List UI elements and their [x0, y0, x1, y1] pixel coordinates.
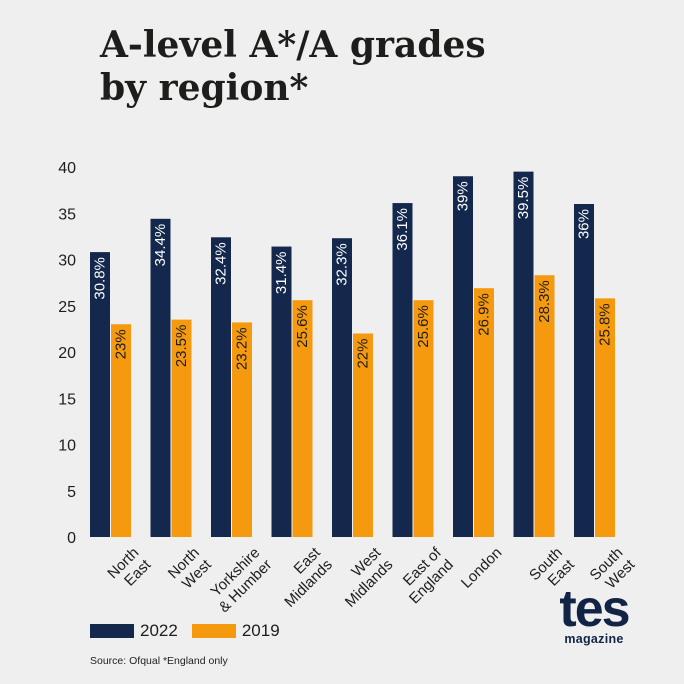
data-label-2022: 34.4%	[152, 224, 169, 267]
bar-2022	[392, 203, 413, 537]
y-tick-label: 5	[67, 484, 76, 501]
y-tick-label: 40	[58, 160, 76, 177]
bar-2022	[513, 171, 534, 537]
y-tick-label: 0	[67, 530, 76, 547]
legend-label-2022: 2022	[140, 621, 178, 640]
legend-swatch-2019	[191, 624, 236, 638]
bar-2019	[111, 324, 131, 537]
logo-subtitle: magazine	[564, 632, 624, 646]
bar-2019	[534, 275, 555, 537]
bar-2019	[474, 288, 494, 537]
data-label-2019: 25.8%	[597, 303, 614, 346]
data-label-2022: 31.4%	[273, 252, 290, 295]
chart-legend: 2022 2019	[90, 621, 294, 641]
bar-2019	[353, 333, 373, 537]
source-note: Source: Ofqual *England only	[90, 655, 228, 667]
data-label-2019: 25.6%	[294, 305, 311, 348]
bar-2022	[211, 237, 231, 538]
bar-2022	[332, 238, 352, 537]
y-tick-label: 10	[58, 438, 76, 455]
data-label-2022: 39.5%	[515, 177, 532, 220]
y-tick-label: 20	[58, 345, 76, 362]
data-label-2019: 23.5%	[173, 325, 190, 368]
bar-2022	[150, 218, 171, 538]
data-label-2019: 26.9%	[476, 293, 493, 336]
data-label-2019: 23.2%	[234, 327, 251, 370]
x-tick-label: London	[458, 544, 505, 591]
data-label-2022: 39%	[455, 181, 472, 211]
data-label-2022: 36.1%	[394, 208, 411, 251]
bar-2022	[453, 176, 473, 537]
legend-label-2019: 2019	[241, 621, 280, 640]
y-tick-label: 15	[58, 391, 76, 408]
data-label-2022: 32.3%	[334, 243, 351, 286]
data-label-2019: 28.3%	[536, 280, 553, 323]
tes-magazine-logo: tes magazine	[558, 580, 630, 646]
bar-2022	[90, 252, 110, 537]
data-label-2022: 32.4%	[213, 242, 230, 285]
data-label-2019: 25.6%	[415, 305, 432, 348]
legend-swatch-2022	[90, 624, 134, 638]
chart-title-line-2: by region*	[100, 67, 309, 109]
data-label-2019: 23%	[113, 329, 130, 359]
data-label-2019: 22%	[355, 339, 372, 369]
bar-2019	[292, 300, 313, 537]
legend-item-2022: 2022	[90, 621, 178, 641]
data-label-2022: 30.8%	[92, 257, 109, 300]
bar-2019	[595, 298, 615, 537]
x-tick-label-line: London	[458, 544, 505, 591]
logo-wordmark: tes	[559, 580, 630, 638]
bar-2019	[413, 300, 434, 537]
y-tick-label: 30	[58, 253, 76, 270]
chart-title: A-level A*/A grades by region*	[100, 24, 520, 110]
chart-title-line-1: A-level A*/A grades	[100, 24, 486, 66]
y-tick-label: 25	[58, 299, 76, 316]
bar-2019	[171, 319, 192, 537]
legend-item-2019: 2019	[191, 621, 280, 641]
data-label-2022: 36%	[576, 209, 593, 239]
y-tick-label: 35	[58, 206, 76, 223]
bar-2022	[271, 246, 292, 538]
x-tick-label: Yorkshire& Humber	[207, 544, 275, 616]
bar-2019	[232, 322, 252, 537]
bar-2022	[574, 204, 594, 537]
